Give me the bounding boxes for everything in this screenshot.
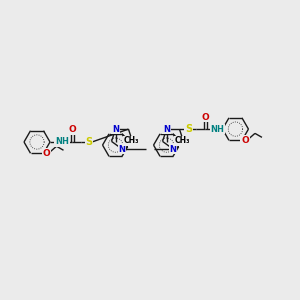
Text: NH: NH xyxy=(55,137,69,146)
Text: CH₃: CH₃ xyxy=(174,136,190,145)
Text: S: S xyxy=(185,124,192,134)
Text: N: N xyxy=(180,137,187,146)
Text: N: N xyxy=(169,145,176,154)
Text: O: O xyxy=(202,112,209,122)
Text: O: O xyxy=(241,136,249,145)
Text: N: N xyxy=(129,137,136,146)
Text: S: S xyxy=(85,137,93,147)
Text: CH₃: CH₃ xyxy=(123,136,139,145)
Text: N: N xyxy=(112,124,119,134)
Text: N: N xyxy=(118,145,125,154)
Text: NH: NH xyxy=(211,124,224,134)
Text: O: O xyxy=(68,125,76,134)
Text: N: N xyxy=(163,124,170,134)
Text: O: O xyxy=(43,149,50,158)
